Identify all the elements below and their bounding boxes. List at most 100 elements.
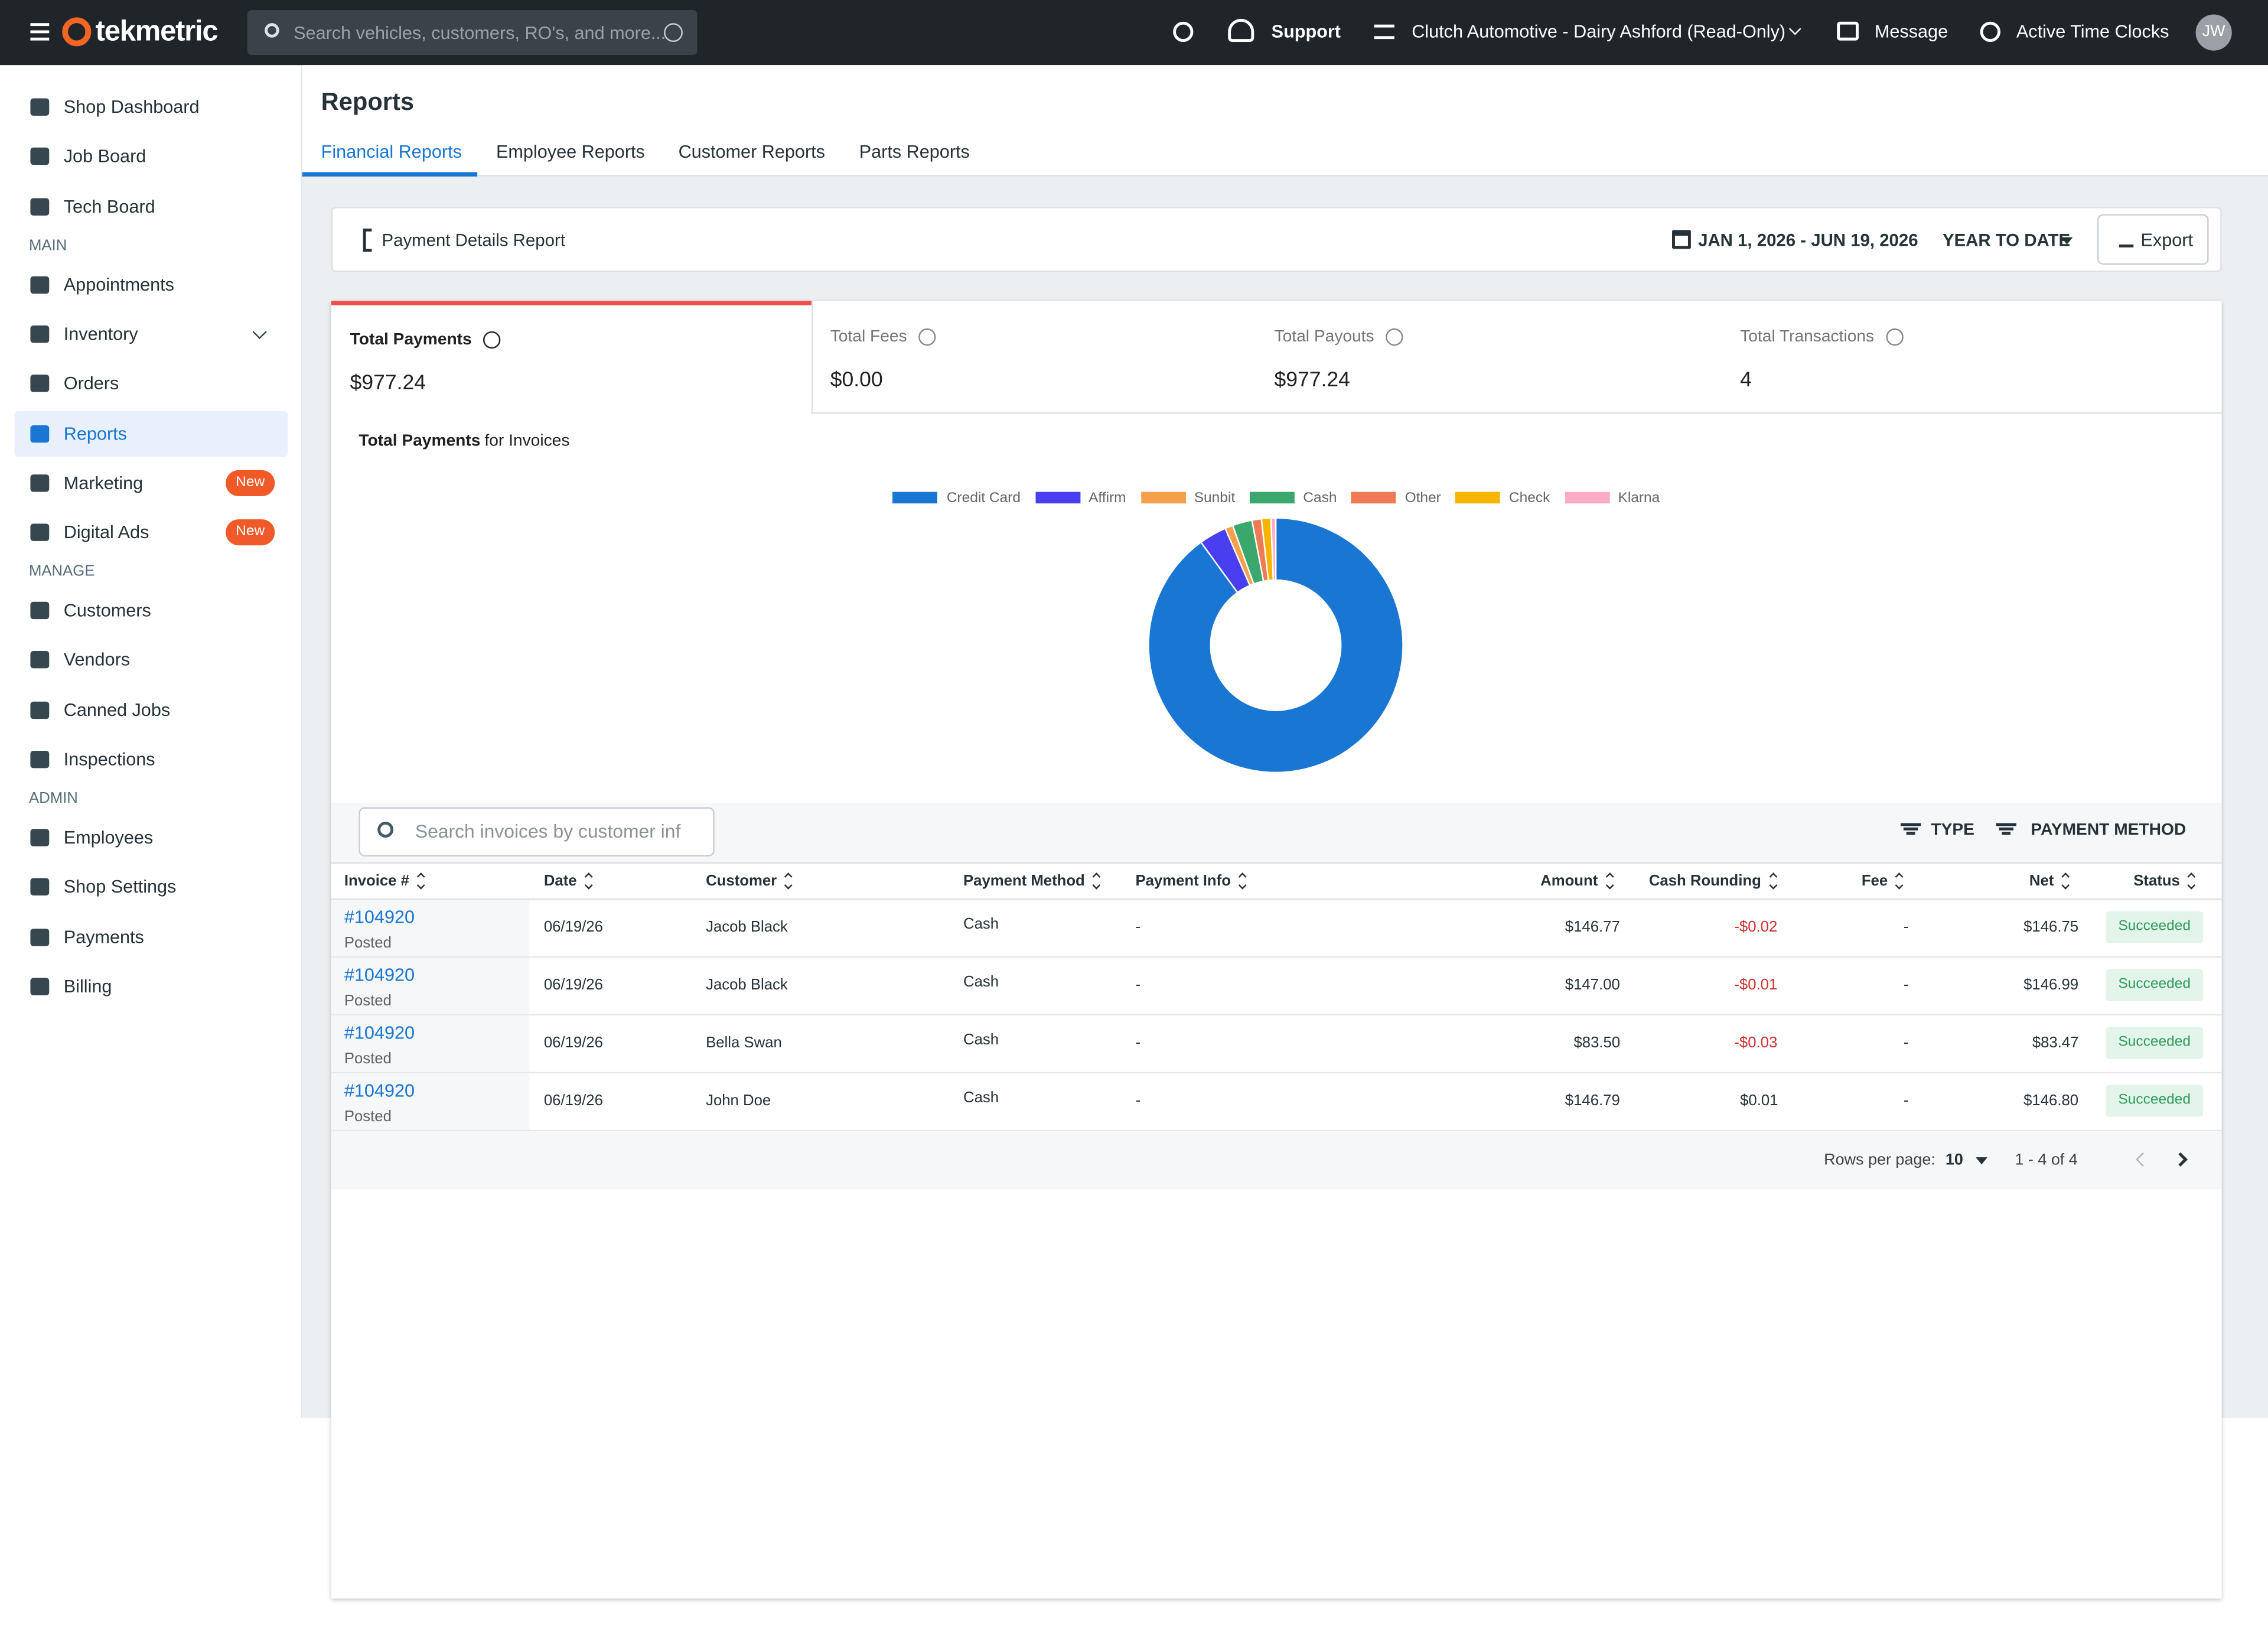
tab[interactable]: Employee Reports [496, 141, 645, 162]
nav-icon [30, 375, 50, 393]
message[interactable]: Message [1874, 21, 1948, 43]
fee: - [1903, 1034, 1909, 1052]
nav-item[interactable]: Job Board [63, 146, 146, 167]
filter-icon [1900, 823, 1921, 826]
table-search[interactable]: Search invoices by customer inf [359, 807, 715, 857]
nav-item[interactable]: Vendors [63, 650, 131, 670]
search-box[interactable]: Search vehicles, customers, RO's, and mo… [247, 10, 698, 56]
clocks[interactable]: Active Time Clocks [2016, 21, 2169, 43]
column-header[interactable]: Status [2133, 872, 2180, 890]
nav-item[interactable]: Reports [63, 423, 127, 444]
column-header[interactable]: Payment Method [963, 872, 1085, 890]
export-button[interactable]: Export [2097, 214, 2209, 265]
nav-item[interactable]: Inspections [63, 749, 155, 770]
legend-item: Other [1351, 490, 1441, 506]
fee: - [1903, 976, 1909, 994]
stat-label[interactable]: Total Transactions [1740, 328, 1875, 346]
support-icon [1228, 18, 1254, 43]
donut-segment [1148, 517, 1404, 773]
payment-info: - [1135, 919, 1141, 936]
page-title: Reports [321, 88, 414, 116]
nav-item[interactable]: Digital Ads [63, 522, 149, 543]
column-header[interactable]: Date [543, 872, 577, 890]
nav-icon [30, 701, 50, 719]
legend-item: Klarna [1564, 490, 1660, 506]
donut [1148, 517, 1404, 773]
chevron [1788, 22, 1801, 35]
nav-icon [30, 275, 50, 294]
nav-icon [30, 523, 50, 542]
column-header[interactable]: Cash Rounding [1648, 872, 1761, 890]
help-icon [918, 328, 936, 346]
stat-label[interactable]: Total Payouts [1274, 328, 1374, 346]
search-placeholder: Search invoices by customer inf [415, 820, 681, 842]
nav-item[interactable]: Appointments [63, 274, 174, 295]
invoice-status: Posted [344, 1049, 392, 1067]
nav-item[interactable]: Tech Board [63, 196, 155, 217]
nav-item[interactable]: Inventory [63, 324, 138, 344]
invoice-cell [331, 958, 530, 1014]
table-row [331, 1015, 2222, 1074]
payment-method: Cash [963, 916, 999, 933]
legend-swatch [1140, 491, 1186, 504]
dropdown [1976, 1157, 1987, 1165]
date: 06/19/26 [543, 1034, 603, 1052]
rows-select[interactable]: 10 [1945, 1151, 1963, 1169]
customer: Bella Swan [706, 1034, 782, 1052]
dropdown [2061, 237, 2073, 245]
table-row [331, 1073, 2222, 1132]
invoice-link[interactable]: #104920 [344, 1080, 415, 1100]
page-range: 1 - 4 of 4 [2015, 1151, 2078, 1169]
filter[interactable]: TYPE [1931, 822, 1974, 839]
sidebar [0, 65, 302, 1418]
tab[interactable]: Financial Reports [321, 141, 462, 162]
nav-item[interactable]: Employees [63, 827, 154, 848]
column-header[interactable]: Payment Info [1135, 872, 1231, 890]
filter[interactable]: PAYMENT METHOD [2031, 822, 2186, 839]
legend-swatch [1564, 491, 1609, 504]
cash-rounding: $0.01 [1740, 1092, 1778, 1110]
new-badge: New [226, 470, 275, 496]
status-badge: Succeeded [2106, 911, 2203, 943]
nav-item[interactable]: Canned Jobs [63, 699, 171, 720]
tab[interactable]: Parts Reports [859, 141, 970, 162]
nav-item[interactable]: Billing [63, 976, 112, 997]
range-select[interactable]: YEAR TO DATE [1942, 230, 2071, 250]
logo-gear [62, 17, 92, 47]
column-header[interactable]: Net [2029, 872, 2054, 890]
cash-rounding: -$0.01 [1734, 976, 1778, 994]
nav-item[interactable]: Orders [63, 373, 119, 394]
export[interactable]: Export [2140, 230, 2193, 250]
column-header[interactable]: Customer [706, 872, 777, 890]
search-icon [265, 23, 279, 38]
column-header[interactable]: Amount [1540, 872, 1598, 890]
nav-icon [30, 978, 50, 995]
nav-heading: MANAGE [28, 562, 95, 581]
payment-method: Cash [963, 973, 999, 991]
invoice-link[interactable]: #104920 [344, 906, 415, 927]
invoice-link[interactable]: #104920 [344, 1022, 415, 1043]
nav-item[interactable]: Shop Settings [63, 877, 177, 898]
message-icon [1837, 21, 1859, 41]
invoice-link[interactable]: #104920 [344, 964, 415, 985]
tab[interactable]: Customer Reports [678, 141, 825, 162]
shop-name[interactable]: Clutch Automotive - Dairy Ashford (Read-… [1412, 21, 1786, 43]
column-header[interactable]: Invoice # [344, 872, 409, 890]
avatar[interactable]: JW [2195, 14, 2232, 51]
export-icon [2119, 232, 2134, 248]
calendar-icon [1672, 230, 1691, 249]
stat-label[interactable]: Total Fees [830, 328, 907, 346]
date-range[interactable]: JAN 1, 2026 - JUN 19, 2026 [1698, 230, 1918, 250]
nav-item[interactable]: Shop Dashboard [63, 97, 200, 118]
nav-item[interactable]: Customers [63, 600, 151, 621]
swap-icon [1374, 24, 1394, 40]
fee: - [1903, 1092, 1909, 1110]
support[interactable]: Support [1271, 21, 1341, 43]
nav-item[interactable]: Marketing [63, 473, 144, 493]
date: 06/19/26 [543, 1092, 603, 1110]
nav-icon [30, 474, 50, 492]
stat-label[interactable]: Total Payments [350, 331, 472, 349]
stat-value: $977.24 [1274, 369, 1350, 392]
column-header[interactable]: Fee [1861, 872, 1888, 890]
nav-item[interactable]: Payments [63, 926, 144, 948]
